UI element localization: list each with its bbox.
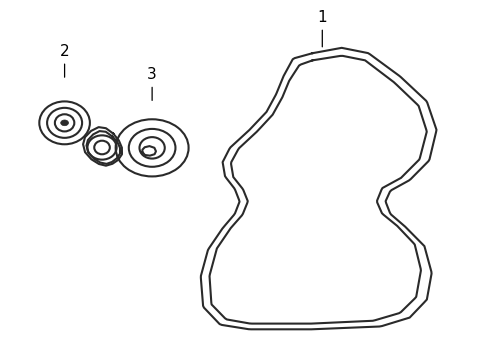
Text: 3: 3 — [147, 67, 157, 100]
Circle shape — [61, 120, 68, 126]
Text: 1: 1 — [317, 10, 326, 47]
Text: 2: 2 — [60, 44, 69, 77]
